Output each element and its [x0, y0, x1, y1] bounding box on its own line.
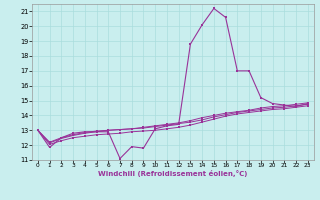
X-axis label: Windchill (Refroidissement éolien,°C): Windchill (Refroidissement éolien,°C) — [98, 170, 247, 177]
